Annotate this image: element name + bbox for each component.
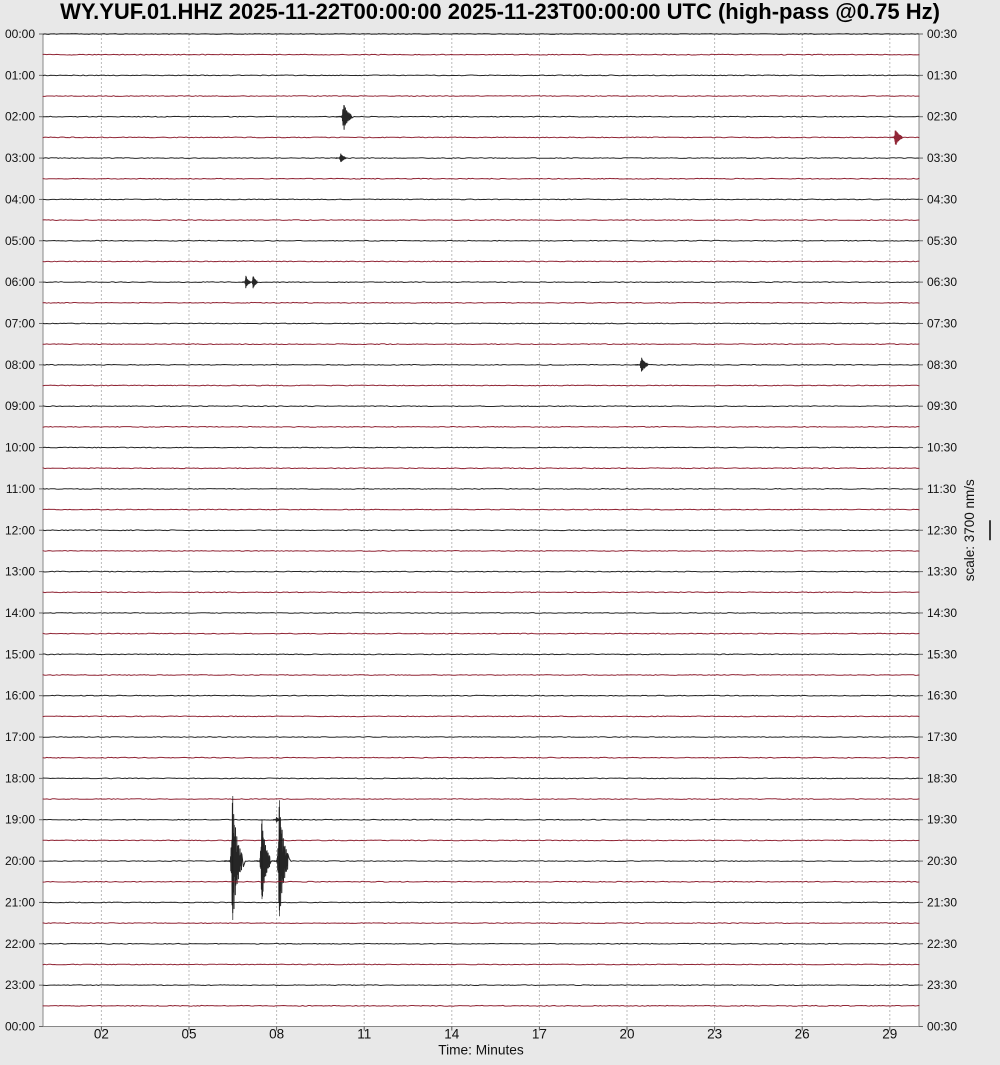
svg-text:03:00: 03:00 [5,151,35,165]
svg-text:02:00: 02:00 [5,110,35,124]
svg-text:16:00: 16:00 [5,689,35,703]
svg-text:16:30: 16:30 [927,689,957,703]
svg-text:14:30: 14:30 [927,606,957,620]
svg-text:19:30: 19:30 [927,813,957,827]
svg-text:07:30: 07:30 [927,316,957,330]
svg-text:22:00: 22:00 [5,937,35,951]
svg-text:13:30: 13:30 [927,565,957,579]
svg-text:10:30: 10:30 [927,441,957,455]
svg-text:13:00: 13:00 [5,565,35,579]
svg-text:05: 05 [181,1027,196,1042]
svg-text:08:00: 08:00 [5,358,35,372]
svg-text:12:30: 12:30 [927,523,957,537]
svg-text:18:00: 18:00 [5,771,35,785]
svg-text:04:00: 04:00 [5,192,35,206]
svg-text:02: 02 [94,1027,109,1042]
svg-text:26: 26 [795,1027,810,1042]
svg-text:15:00: 15:00 [5,647,35,661]
svg-text:20:30: 20:30 [927,854,957,868]
svg-text:11:00: 11:00 [6,482,35,496]
svg-text:06:00: 06:00 [5,275,35,289]
svg-text:17:30: 17:30 [927,730,957,744]
svg-text:08:30: 08:30 [927,358,957,372]
svg-text:20:00: 20:00 [5,854,35,868]
svg-text:11:30: 11:30 [927,482,956,496]
svg-text:02:30: 02:30 [927,110,957,124]
svg-text:03:30: 03:30 [927,151,957,165]
svg-text:04:30: 04:30 [927,192,957,206]
svg-text:21:00: 21:00 [5,895,35,909]
svg-text:29: 29 [882,1027,897,1042]
svg-text:11: 11 [357,1027,371,1042]
svg-text:01:30: 01:30 [927,68,957,82]
svg-text:19:00: 19:00 [5,813,35,827]
svg-text:Time: Minutes: Time: Minutes [438,1043,524,1058]
svg-text:WY.YUF.01.HHZ 2025-11-22T00:00: WY.YUF.01.HHZ 2025-11-22T00:00:00 2025-1… [60,0,940,24]
svg-text:12:00: 12:00 [5,523,35,537]
svg-text:05:00: 05:00 [5,234,35,248]
svg-text:00:00: 00:00 [5,1020,35,1034]
svg-text:00:30: 00:30 [927,1020,957,1034]
svg-text:22:30: 22:30 [927,937,957,951]
svg-text:07:00: 07:00 [5,316,35,330]
svg-text:08: 08 [269,1027,284,1042]
svg-text:20: 20 [619,1027,634,1042]
svg-text:17:00: 17:00 [5,730,35,744]
svg-text:14:00: 14:00 [5,606,35,620]
svg-text:06:30: 06:30 [927,275,957,289]
svg-text:15:30: 15:30 [927,647,957,661]
svg-text:23:00: 23:00 [5,978,35,992]
svg-text:18:30: 18:30 [927,771,957,785]
svg-text:10:00: 10:00 [5,441,35,455]
svg-text:01:00: 01:00 [5,68,35,82]
svg-text:23:30: 23:30 [927,978,957,992]
svg-text:scale: 3700 nm/s: scale: 3700 nm/s [962,479,977,581]
svg-text:21:30: 21:30 [927,895,957,909]
svg-text:23: 23 [707,1027,722,1042]
svg-text:00:30: 00:30 [927,27,957,41]
svg-text:14: 14 [444,1027,460,1042]
svg-text:17: 17 [532,1027,547,1042]
svg-text:09:00: 09:00 [5,399,35,413]
svg-text:09:30: 09:30 [927,399,957,413]
svg-text:05:30: 05:30 [927,234,957,248]
svg-text:00:00: 00:00 [5,27,35,41]
